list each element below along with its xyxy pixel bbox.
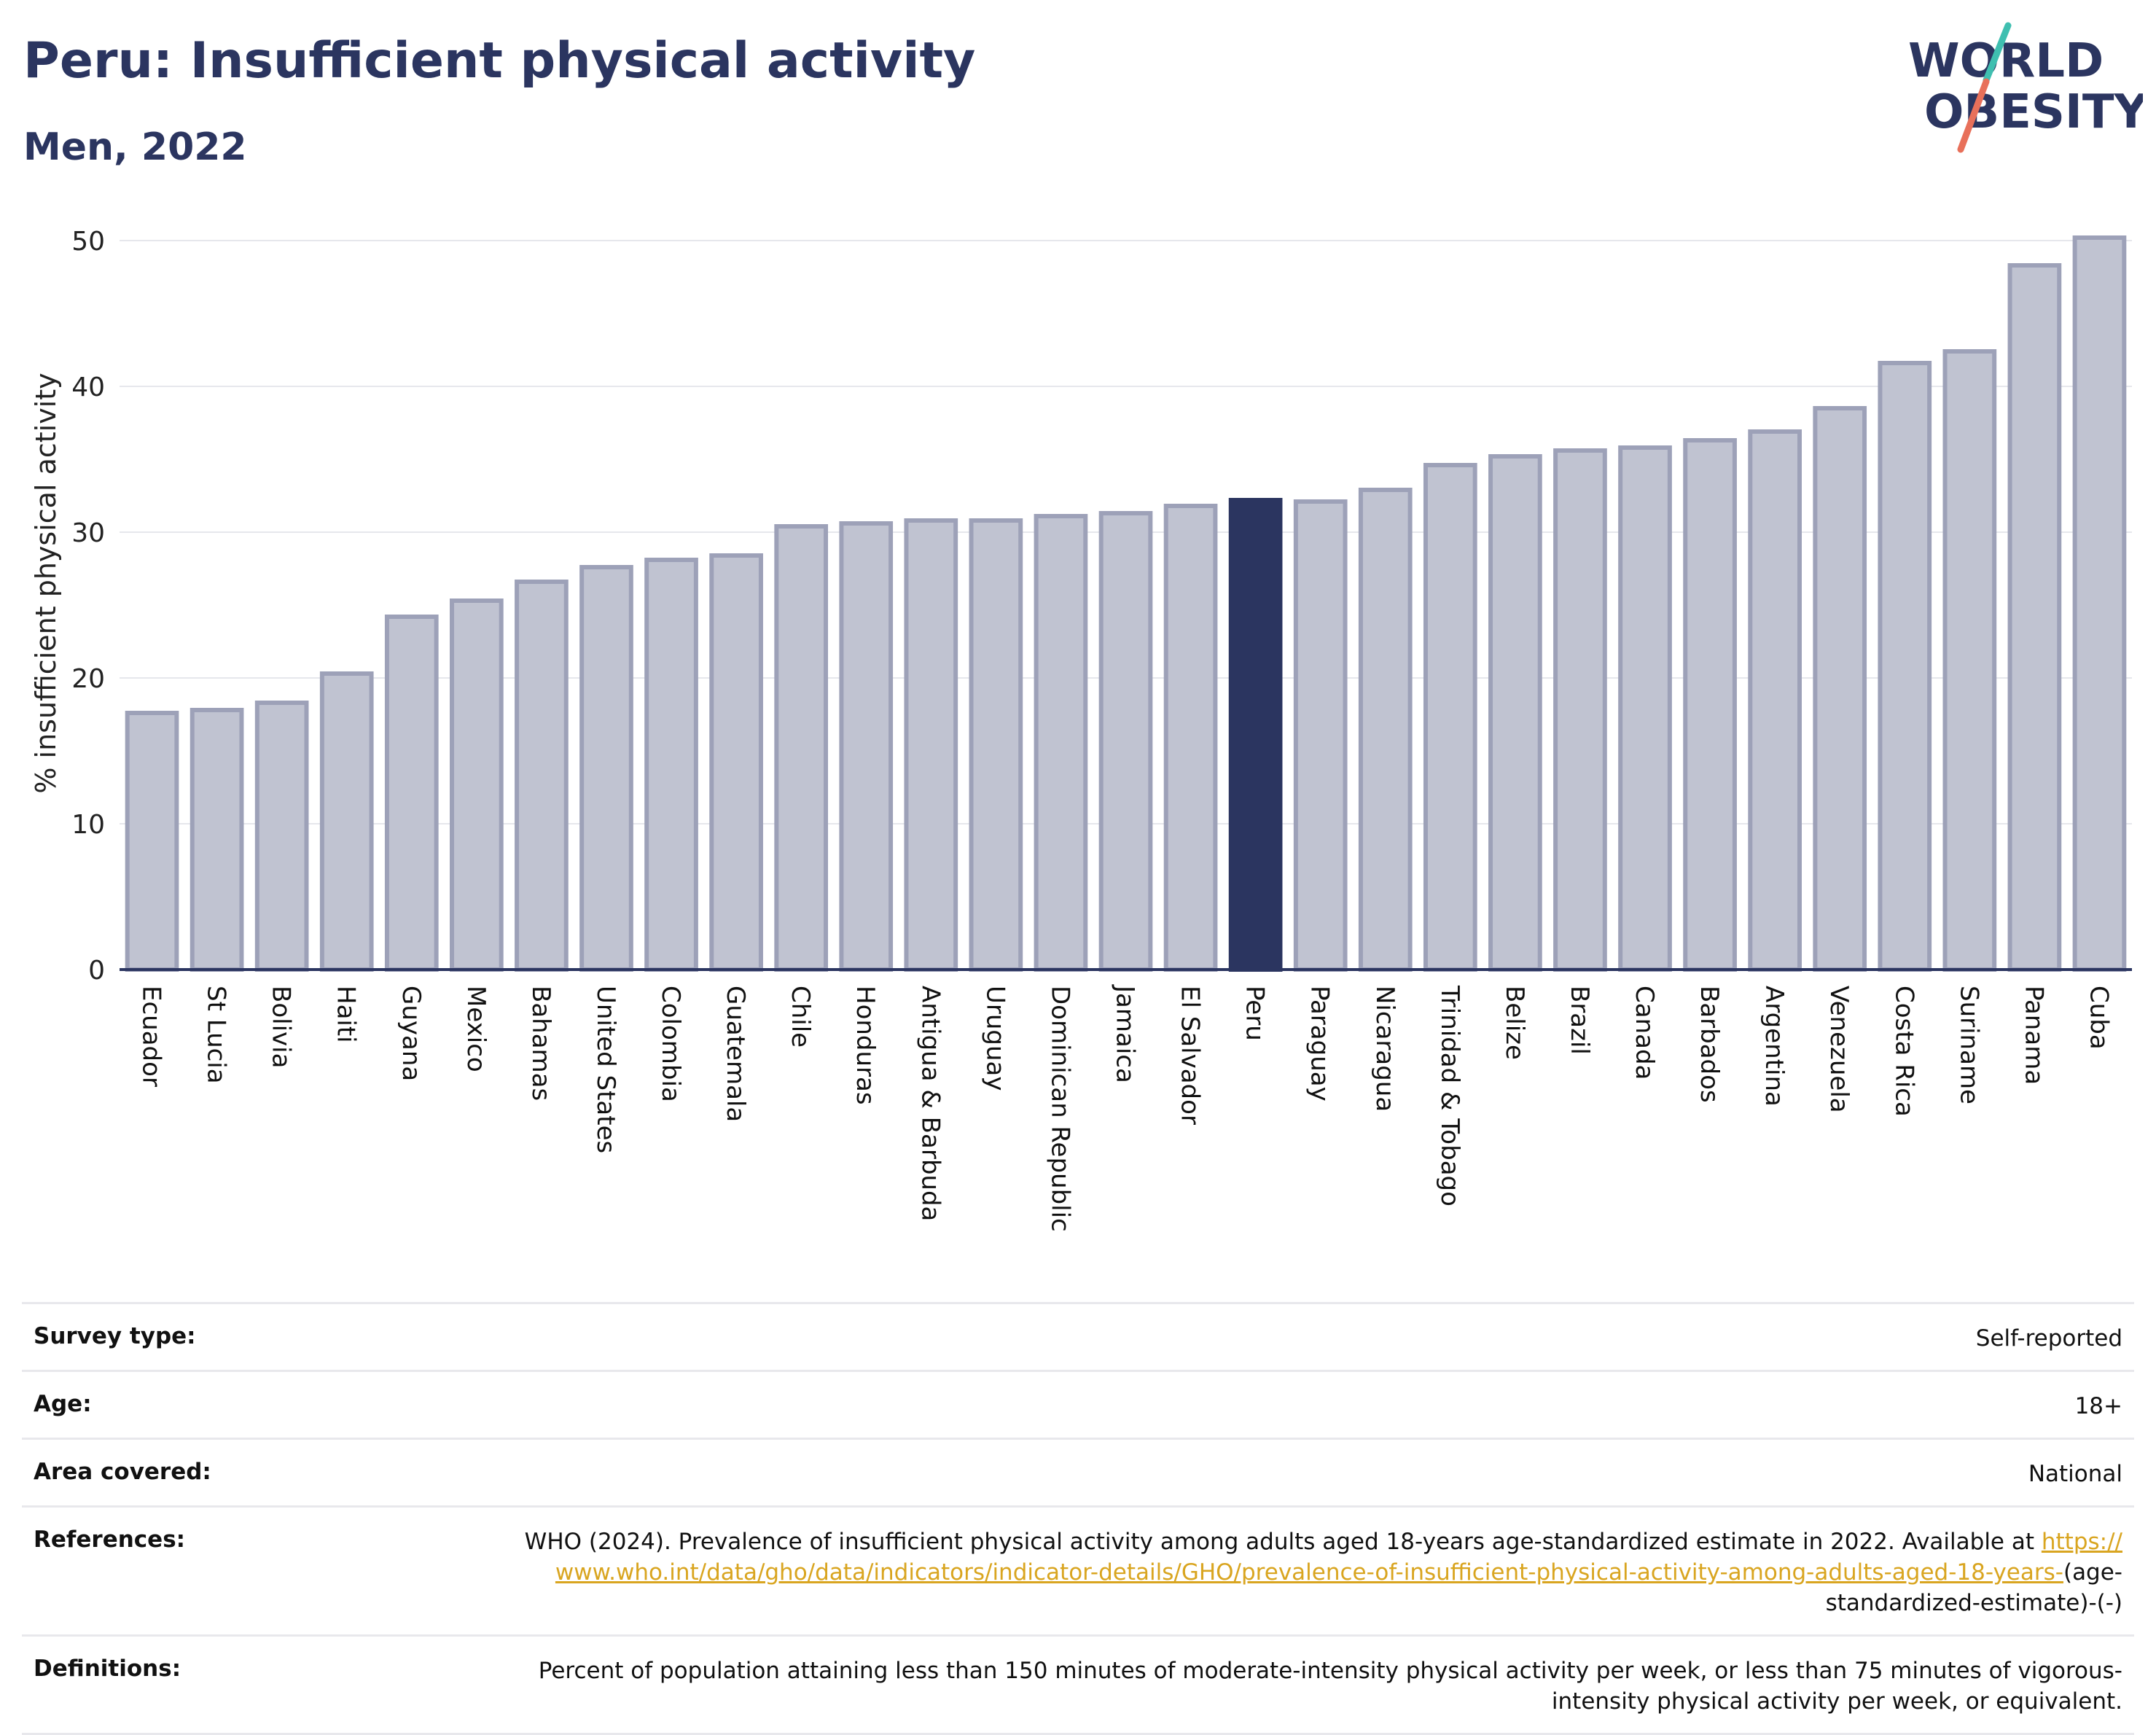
bar-nicaragua: [1358, 488, 1413, 972]
area-label: Area covered:: [34, 1459, 211, 1485]
x-tick-label: Peru: [1241, 986, 1270, 1041]
age-value: 18+: [2074, 1393, 2122, 1419]
info-row-area: Area covered: National: [22, 1438, 2134, 1505]
references-label: References:: [34, 1527, 186, 1553]
x-tick-label: Belize: [1500, 986, 1529, 1060]
definitions-value: Percent of population attaining less tha…: [538, 1658, 2122, 1715]
bar-ecuador: [125, 711, 179, 972]
bar-united-states: [579, 565, 633, 972]
x-tick-label: Ecuador: [137, 986, 166, 1087]
info-row-survey-type: Survey type: Self-reported: [22, 1302, 2134, 1370]
bar-haiti: [319, 671, 374, 972]
x-tick-label: Trinidad & Tobago: [1435, 985, 1464, 1206]
survey-type-value: Self-reported: [1975, 1325, 2122, 1352]
x-tick-label: Venezuela: [1824, 986, 1854, 1113]
x-tick-label: Guyana: [397, 986, 426, 1081]
logo-word-world: WORLD: [1908, 34, 2104, 88]
x-tick-label: Bolivia: [267, 986, 296, 1068]
bar-paraguay: [1293, 499, 1348, 972]
x-tick-label: Dominican Republic: [1045, 986, 1074, 1232]
x-tick-label: St Lucia: [202, 986, 231, 1084]
bar-costa-rica: [1878, 361, 1932, 972]
x-tick-label: Antigua & Barbuda: [915, 986, 945, 1221]
bar-uruguay: [969, 518, 1023, 972]
bar-guyana: [384, 615, 439, 972]
bar-bolivia: [254, 701, 309, 972]
bar-argentina: [1748, 429, 1802, 972]
info-row-definitions: Definitions: Percent of population attai…: [22, 1634, 2134, 1735]
bar-colombia: [644, 558, 698, 972]
info-row-references: References: WHO (2024). Prevalence of in…: [22, 1505, 2134, 1634]
bar-jamaica: [1098, 511, 1153, 972]
y-tick-label: 20: [71, 664, 105, 694]
logo-slash-teal: [1983, 22, 2012, 84]
y-tick-label: 0: [88, 956, 105, 986]
y-tick-label: 50: [71, 227, 105, 257]
info-row-age: Age: 18+: [22, 1370, 2134, 1438]
x-tick-label: Jamaica: [1111, 984, 1140, 1083]
x-tick-label: Colombia: [656, 986, 685, 1102]
chart-title: Peru: Insufficient physical activity: [23, 32, 976, 90]
bar-honduras: [839, 521, 894, 972]
x-tick-label: Haiti: [332, 986, 361, 1043]
x-tick-label: Barbados: [1695, 986, 1724, 1103]
x-tick-label: Chile: [786, 986, 815, 1048]
bar-venezuela: [1813, 406, 1867, 972]
logo-word-obesity: OBESITY: [1924, 85, 2143, 139]
references-text: WHO (2024). Prevalence of insufficient p…: [524, 1529, 2035, 1555]
area-value: National: [2028, 1461, 2122, 1487]
bar-chile: [774, 524, 829, 972]
x-tick-label: Bahamas: [526, 986, 555, 1101]
world-obesity-logo: WORLD OBESITY: [1908, 22, 2143, 153]
x-tick-label: Canada: [1630, 986, 1659, 1080]
bar-peru: [1228, 498, 1283, 972]
bar-el-salvador: [1163, 504, 1218, 972]
x-tick-label: Costa Rica: [1889, 986, 1918, 1117]
references-link[interactable]: https://www.who.int/data/gho/data/indica…: [555, 1529, 2122, 1586]
x-tick-label: Cuba: [2084, 986, 2113, 1050]
bar-chart: 0 10 20 30 40 50 Ecuador St Lucia Bolivia Haiti G…: [30, 227, 2132, 1232]
x-tick-label: Honduras: [851, 986, 880, 1105]
bar-brazil: [1553, 448, 1607, 972]
bar-cuba: [2072, 235, 2127, 972]
logo-slash-red: [1957, 78, 1990, 153]
y-tick-label: 30: [71, 518, 105, 548]
references-suffix: (age-standardized-estimate)-(-): [1825, 1559, 2122, 1616]
bar-trinidad-tobago: [1423, 463, 1477, 972]
y-axis-label: % insufficient physical activity: [30, 373, 62, 793]
x-tick-label: Suriname: [1954, 986, 1983, 1104]
x-tick-labels: Ecuador St Lucia Bolivia Haiti Guyana Mexico B…: [137, 984, 2114, 1232]
info-table: Survey type: Self-reported Age: 18+ Area…: [22, 1302, 2134, 1735]
x-tick-label: Uruguay: [980, 986, 1009, 1091]
references-value: WHO (2024). Prevalence of insufficient p…: [519, 1527, 2122, 1618]
x-tick-label: Paraguay: [1305, 986, 1335, 1102]
x-tick-label: Argentina: [1759, 986, 1789, 1107]
bar-st-lucia: [190, 708, 244, 972]
x-tick-label: Brazil: [1565, 986, 1594, 1055]
x-tick-label: Panama: [2019, 986, 2048, 1085]
bar-canada: [1618, 445, 1672, 972]
bar-guatemala: [709, 553, 763, 972]
x-tick-label: United States: [591, 986, 620, 1153]
bar-mexico: [450, 599, 504, 972]
age-label: Age:: [34, 1391, 92, 1417]
bar-dominican-republic: [1034, 514, 1088, 972]
chart-bars: [125, 235, 2127, 972]
definitions-label: Definitions:: [34, 1656, 181, 1682]
x-tick-label: Nicaragua: [1370, 986, 1399, 1112]
bar-barbados: [1683, 438, 1737, 972]
y-tick-label: 40: [71, 373, 105, 402]
x-tick-label: Mexico: [461, 986, 491, 1072]
chart-subtitle: Men, 2022: [23, 125, 247, 169]
survey-type-label: Survey type:: [34, 1323, 196, 1349]
y-tick-label: 10: [71, 810, 105, 840]
bar-panama: [2007, 263, 2062, 972]
bar-suriname: [1942, 349, 1997, 972]
x-tick-label: El Salvador: [1176, 986, 1205, 1125]
x-tick-label: Guatemala: [721, 986, 750, 1122]
bar-belize: [1488, 454, 1542, 972]
bar-antigua-barbuda: [904, 518, 958, 972]
y-tick-labels: 0 10 20 30 40 50: [71, 227, 105, 986]
bar-bahamas: [515, 580, 569, 972]
